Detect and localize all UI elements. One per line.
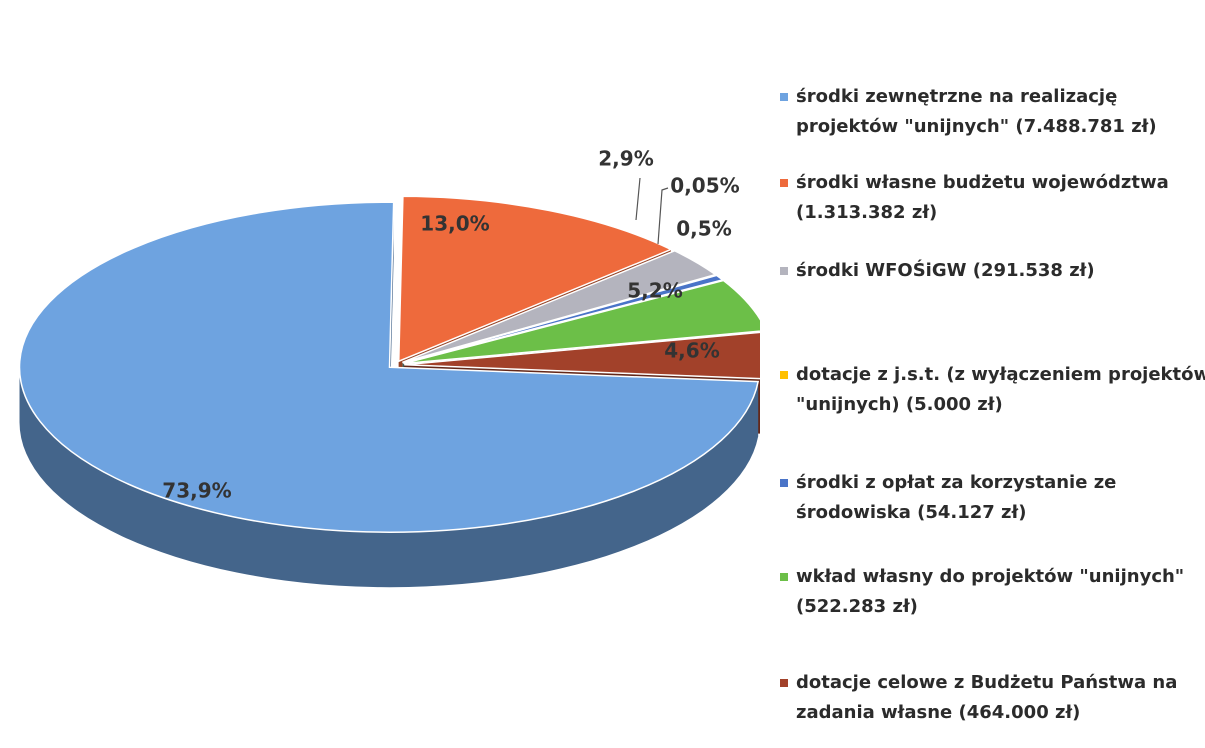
slice bbox=[397, 195, 673, 363]
slice bbox=[402, 274, 725, 364]
legend-entry: dotacje celowe z Budżetu Państwa na zada… bbox=[780, 668, 1205, 728]
legend-label: środki własne budżetu województwa (1.313… bbox=[796, 172, 1169, 223]
data-label: 73,9% bbox=[162, 479, 231, 503]
slice bbox=[403, 279, 760, 365]
legend-entry: środki zewnętrzne na realizację projektó… bbox=[780, 82, 1205, 142]
legend-marker bbox=[780, 573, 788, 581]
legend-label: środki WFOŚiGW (291.538 zł) bbox=[796, 260, 1095, 281]
legend-marker bbox=[780, 93, 788, 101]
leader-line bbox=[635, 177, 641, 221]
legend-marker bbox=[780, 479, 788, 487]
data-label: 2,9% bbox=[598, 147, 653, 171]
slice bbox=[404, 331, 760, 380]
legend-label: wkład własny do projektów "unijnych" (52… bbox=[796, 566, 1185, 617]
legend-entry: środki własne budżetu województwa (1.313… bbox=[780, 168, 1205, 228]
legend-label: środki z opłat za korzystanie ze środowi… bbox=[796, 472, 1117, 523]
legend-label: środki zewnętrzne na realizację projektó… bbox=[796, 86, 1157, 137]
slice bbox=[18, 201, 760, 533]
legend-entry: dotacje z j.s.t. (z wyłączeniem projektó… bbox=[780, 360, 1205, 420]
legend-label: dotacje z j.s.t. (z wyłączeniem projektó… bbox=[796, 364, 1205, 415]
slice-wall bbox=[19, 367, 759, 588]
legend-label: dotacje celowe z Budżetu Państwa na zada… bbox=[796, 672, 1178, 723]
data-label: 0,5% bbox=[676, 217, 731, 241]
legend-entry: środki z opłat za korzystanie ze środowi… bbox=[780, 468, 1205, 528]
pie-area: 73,9% 13,0% 2,9% 0,05% 0,5% 5,2% 4,6% bbox=[18, 147, 760, 588]
legend-marker bbox=[780, 371, 788, 379]
leader-line bbox=[657, 187, 669, 245]
data-label: 4,6% bbox=[664, 339, 719, 363]
data-label: 0,05% bbox=[670, 174, 739, 198]
legend-marker bbox=[780, 179, 788, 187]
data-label: 5,2% bbox=[627, 279, 682, 303]
legend-entry: środki WFOŚiGW (291.538 zł) bbox=[780, 256, 1205, 286]
data-label: 13,0% bbox=[420, 212, 489, 236]
legend-entry: wkład własny do projektów "unijnych" (52… bbox=[780, 562, 1205, 622]
legend-marker bbox=[780, 679, 788, 687]
legend-marker bbox=[780, 267, 788, 275]
